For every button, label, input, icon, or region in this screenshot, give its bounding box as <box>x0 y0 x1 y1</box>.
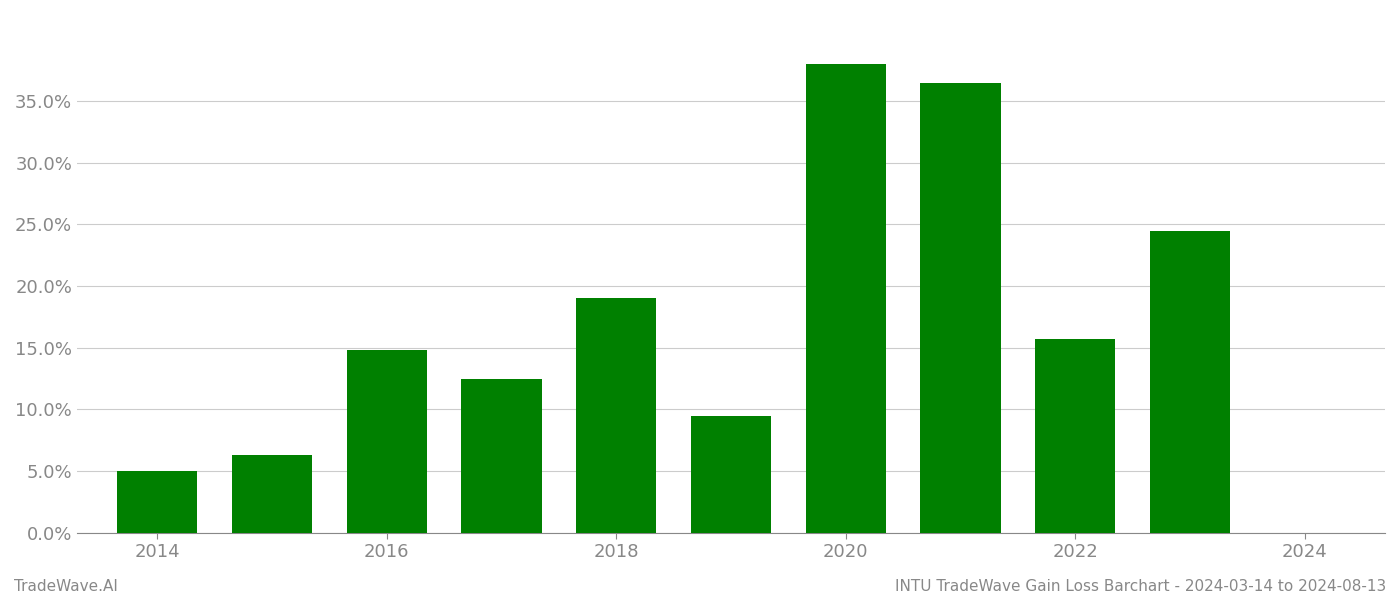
Bar <box>347 350 427 533</box>
Bar <box>690 416 771 533</box>
Text: INTU TradeWave Gain Loss Barchart - 2024-03-14 to 2024-08-13: INTU TradeWave Gain Loss Barchart - 2024… <box>895 579 1386 594</box>
Text: TradeWave.AI: TradeWave.AI <box>14 579 118 594</box>
Bar <box>1149 230 1231 533</box>
Bar <box>920 83 1001 533</box>
Bar <box>462 379 542 533</box>
Bar <box>1035 339 1116 533</box>
Bar <box>118 471 197 533</box>
Bar <box>232 455 312 533</box>
Bar <box>805 64 886 533</box>
Bar <box>575 298 657 533</box>
